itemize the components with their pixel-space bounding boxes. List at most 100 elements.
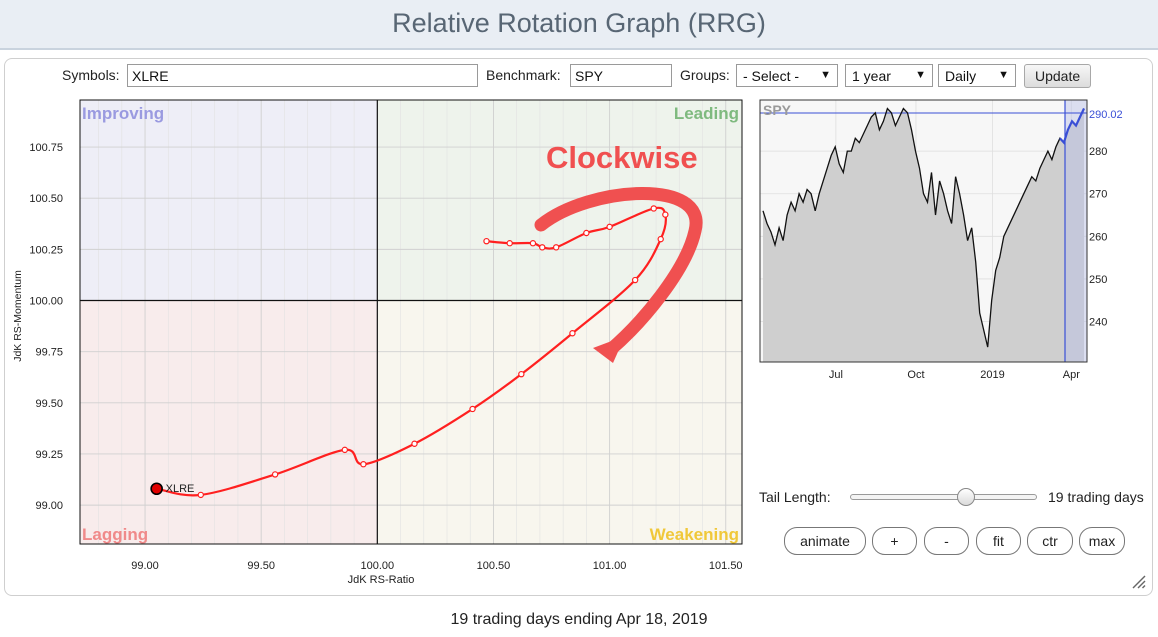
interval-select[interactable]: Daily ▼	[938, 64, 1016, 87]
xlre-tail-point	[606, 223, 613, 231]
resize-grip-icon[interactable]	[1130, 573, 1146, 589]
spy-benchmark-chart[interactable]: SPY 290.02 240 250 260 270 280 Jul Oct 2019 Apr	[755, 97, 1140, 387]
x-tick-labels: 99.00 99.50 100.00 100.50 101.00 101.50	[131, 560, 742, 572]
x-tick-label: 99.00	[131, 560, 159, 572]
zoom-in-button[interactable]: +	[872, 527, 917, 555]
spy-x-tick-label: Oct	[907, 369, 924, 381]
y-tick-label: 99.75	[35, 347, 63, 359]
xlre-tail-point	[197, 491, 204, 499]
benchmark-label: Benchmark:	[486, 67, 561, 83]
quadrant-label-lagging: Lagging	[82, 525, 148, 544]
y-tick-label: 99.25	[35, 449, 63, 461]
spy-area-fill	[763, 108, 1084, 362]
x-tick-label: 101.50	[709, 560, 743, 572]
symbols-label: Symbols:	[62, 67, 120, 83]
tail-length-value: 19 trading days	[1048, 489, 1144, 505]
clockwise-arrow	[534, 187, 703, 358]
spy-y-tick-label: 270	[1089, 189, 1107, 201]
xlre-tail-point	[411, 440, 418, 447]
y-tick-label: 100.75	[29, 142, 63, 154]
xlre-tail-point	[583, 229, 590, 237]
quadrant-label-weakening: Weakening	[650, 525, 739, 544]
xlre-tail-point	[552, 244, 560, 251]
recent-period-highlight	[1065, 100, 1087, 362]
spy-recent-line	[1059, 108, 1085, 145]
zoom-out-button[interactable]: -	[924, 527, 969, 555]
tail-length-slider-track[interactable]	[850, 494, 1037, 500]
fit-button[interactable]: fit	[976, 527, 1021, 555]
y-axis-label: JdK RS-Momentum	[12, 270, 24, 362]
xlre-tail-point	[469, 405, 476, 413]
annotation-clockwise: Clockwise	[546, 140, 698, 175]
spy-x-tick-label: Apr	[1063, 369, 1080, 381]
xlre-tail-point	[483, 237, 490, 245]
spy-chart-title: SPY	[763, 102, 792, 118]
center-button[interactable]: ctr	[1027, 527, 1073, 555]
xlre-tail-point	[657, 235, 664, 243]
page-header: Relative Rotation Graph (RRG)	[0, 0, 1158, 50]
xlre-tail-point	[341, 446, 348, 454]
symbols-input[interactable]	[127, 64, 478, 87]
xlre-tail-point	[529, 240, 537, 247]
plot-frame	[79, 99, 743, 545]
xlre-current-point[interactable]	[150, 482, 163, 496]
xlre-tail-point	[662, 211, 669, 218]
quadrant-improving	[80, 100, 378, 301]
xlre-symbol-label: XLRE	[166, 483, 195, 495]
groups-select[interactable]: - Select - ▼	[736, 64, 838, 87]
period-select[interactable]: 1 year ▼	[845, 64, 933, 87]
toolbar: Symbols: Benchmark: Groups: - Select - ▼…	[5, 59, 1152, 93]
y-tick-label: 100.00	[29, 296, 63, 308]
spy-x-tick-label: 2019	[980, 369, 1004, 381]
clockwise-arrowhead	[593, 336, 625, 363]
quadrant-weakening	[377, 300, 742, 544]
xlre-tail-point	[518, 370, 525, 378]
x-tick-label: 100.00	[360, 560, 394, 572]
x-tick-label: 101.00	[593, 560, 627, 572]
footer-caption: 19 trading days ending Apr 18, 2019	[450, 611, 708, 628]
x-tick-label: 100.50	[477, 560, 511, 572]
spy-x-tick-label: Jul	[829, 369, 843, 381]
chevron-down-icon: ▼	[915, 69, 926, 81]
xlre-tail-point	[569, 330, 576, 337]
quadrant-label-leading: Leading	[674, 104, 739, 123]
spy-y-tick-label: 240	[1089, 317, 1107, 329]
animate-button[interactable]: animate	[784, 527, 866, 555]
chevron-down-icon: ▼	[820, 69, 831, 81]
spy-x-tick-labels: Jul Oct 2019 Apr	[829, 369, 1080, 381]
rrg-panel: Symbols: Benchmark: Groups: - Select - ▼…	[4, 58, 1153, 596]
xlre-tail-point	[271, 471, 279, 478]
y-tick-labels: 99.00 99.25 99.50 99.75 100.00 100.25 100.50 10…	[29, 142, 63, 512]
x-axis-label: JdK RS-Ratio	[348, 574, 415, 586]
spy-frame	[759, 99, 1088, 363]
xlre-tail-point	[506, 240, 513, 247]
xlre-tail-point	[539, 244, 546, 251]
quadrant-lagging	[80, 300, 378, 544]
interval-select-value: Daily	[945, 68, 977, 84]
benchmark-input[interactable]	[570, 64, 672, 87]
xlre-tail-point	[631, 276, 639, 284]
y-tick-label: 99.50	[35, 398, 63, 410]
tail-length-slider-handle[interactable]	[956, 488, 975, 506]
spy-y-tick-label: 260	[1089, 231, 1107, 243]
rrg-chart[interactable]: Improving Leading Lagging Weakening 99.0…	[5, 59, 755, 594]
y-tick-label: 100.25	[29, 244, 63, 256]
groups-label: Groups:	[680, 67, 730, 83]
quadrant-label-improving: Improving	[82, 104, 164, 123]
tail-length-label: Tail Length:	[759, 489, 831, 505]
page-title: Relative Rotation Graph (RRG)	[392, 8, 766, 38]
xlre-tail-point	[360, 461, 367, 468]
spy-price-line	[762, 107, 1085, 348]
y-tick-label: 99.00	[35, 500, 63, 512]
chevron-down-icon: ▼	[998, 69, 1009, 81]
x-tick-label: 99.50	[247, 560, 275, 572]
y-tick-label: 100.50	[29, 193, 63, 205]
spy-last-value-label: 290.02	[1089, 109, 1123, 121]
xlre-tail-point	[650, 205, 657, 212]
spy-y-tick-label: 280	[1089, 146, 1107, 158]
period-select-value: 1 year	[852, 68, 891, 84]
groups-select-value: - Select -	[743, 68, 800, 84]
max-button[interactable]: max	[1079, 527, 1125, 555]
spy-y-tick-labels: 240 250 260 270 280	[1089, 146, 1107, 328]
update-button[interactable]: Update	[1024, 64, 1092, 88]
